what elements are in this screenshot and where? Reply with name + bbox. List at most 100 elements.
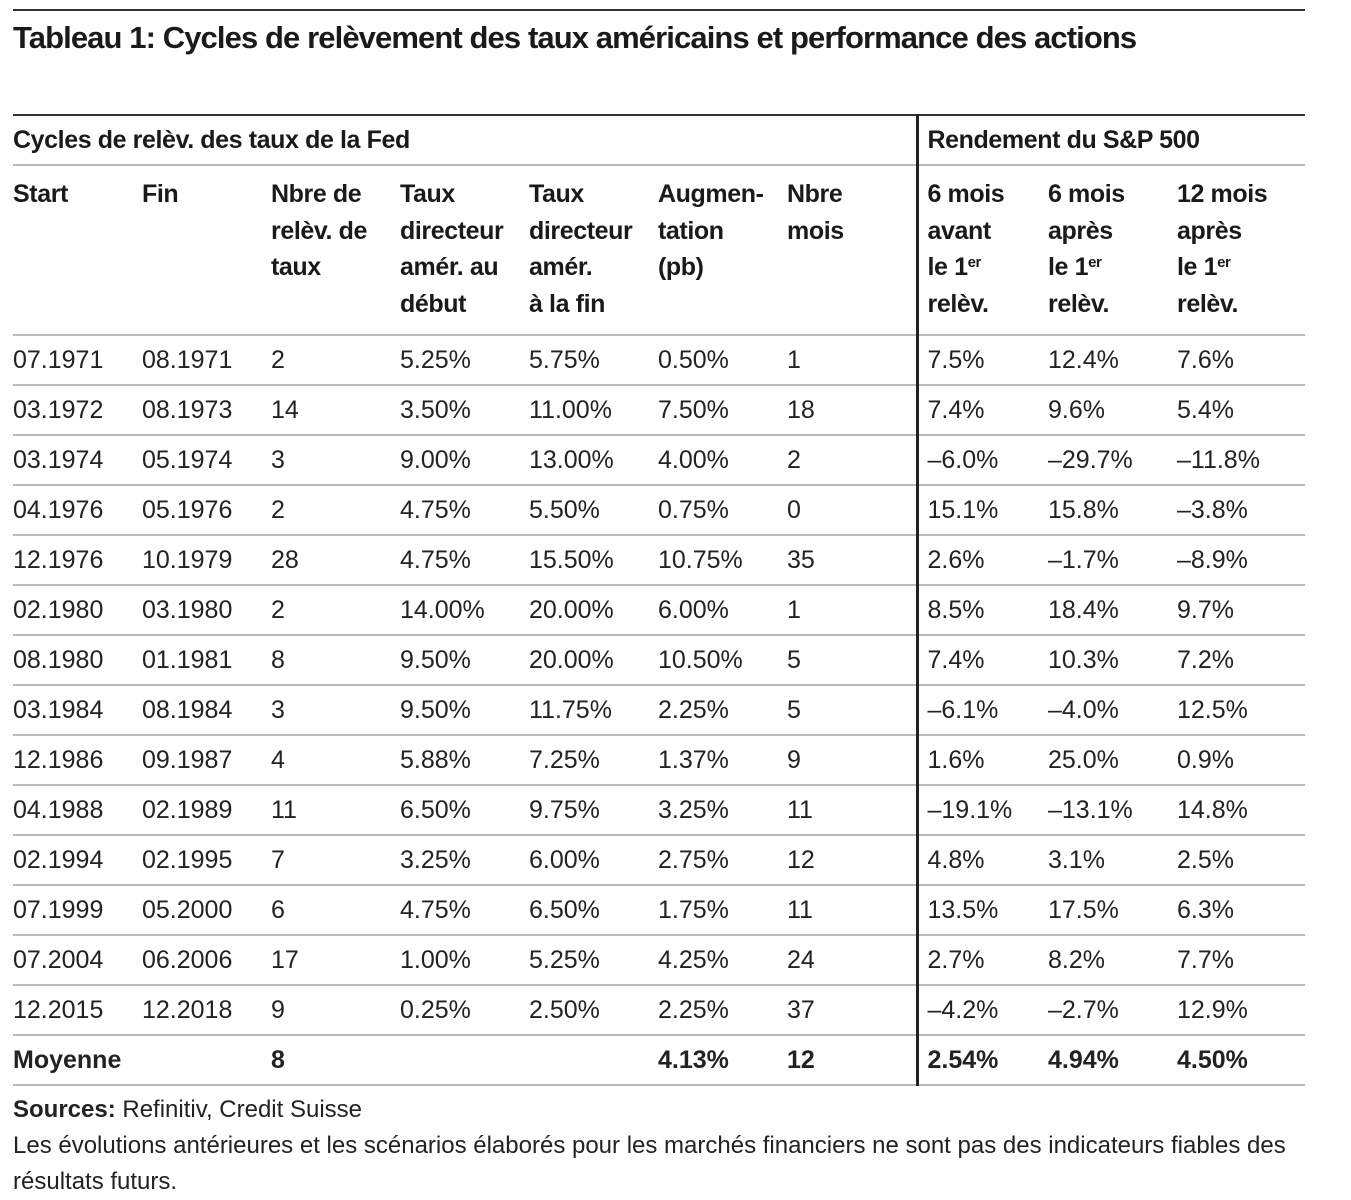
column-header-text: le 1: [1177, 253, 1218, 281]
table-cell: 35: [787, 535, 917, 586]
table-cell: 5.50%: [529, 485, 658, 536]
column-header-text: directeur: [529, 216, 633, 245]
table-cell: 7.6%: [1177, 335, 1306, 386]
table-cell: 15.1%: [915, 485, 1048, 536]
table-cell: 6.3%: [1177, 885, 1306, 936]
table-cell: 12.2018: [142, 985, 271, 1036]
column-header-line: Augmen-: [658, 176, 787, 213]
table-cell: 5.25%: [529, 935, 658, 986]
column-header-text: 6 mois: [927, 180, 1005, 208]
column-header-text: (pb): [658, 253, 704, 281]
column-header-text: mois: [787, 216, 844, 245]
table-cell: 08.1971: [142, 335, 271, 386]
table-cell: 0.75%: [658, 485, 787, 536]
table-cell: 10.75%: [658, 535, 787, 586]
table-cell: 5.4%: [1177, 385, 1306, 436]
table-cell: 5: [787, 635, 917, 686]
column-header: 6 mois après le 1er relèv.: [1048, 165, 1177, 336]
table-cell: –1.7%: [1048, 535, 1177, 586]
column-header-text: Taux: [400, 180, 455, 208]
superscript: er: [1088, 254, 1102, 271]
table-cell: 2.5%: [1177, 835, 1306, 886]
column-header-text: Fin: [142, 180, 179, 208]
table-cell: 08.1973: [142, 385, 271, 436]
column-header: Taux directeur amér. au début: [400, 165, 529, 336]
column-header-line: 6 mois: [1048, 176, 1177, 213]
table-cell: 03.1984: [13, 685, 142, 736]
table-cell: 02.1989: [142, 785, 271, 836]
table-cell: 12: [787, 835, 917, 886]
table-cell: 2: [787, 435, 917, 486]
average-row: Moyenne 8 4.13% 12 2.54% 4.94% 4.50%: [13, 1035, 1306, 1086]
column-header-text: taux: [271, 253, 321, 281]
column-header-line: directeur: [400, 213, 529, 250]
column-header-line: mois: [787, 213, 916, 250]
column-header-line: Nbre de: [271, 176, 400, 213]
table-cell: 04.1976: [13, 485, 142, 536]
column-header-line: après: [1048, 213, 1177, 250]
group-header-fed: Cycles de relèv. des taux de la Fed: [13, 115, 917, 166]
column-header-line: amér.: [529, 249, 658, 286]
table-cell: 6.00%: [529, 835, 658, 886]
table-cell: 4.94%: [1048, 1035, 1177, 1086]
column-header-line: le 1er: [928, 249, 1049, 286]
table-cell: [142, 1035, 271, 1086]
table-cell: 7.4%: [915, 385, 1048, 436]
column-header-text: directeur: [400, 216, 504, 245]
table-cell: 10.50%: [658, 635, 787, 686]
column-header-line: Fin: [142, 176, 271, 213]
column-header-line: 12 mois: [1177, 176, 1305, 213]
table-cell: 2.6%: [915, 535, 1048, 586]
table-cell: 0.25%: [400, 985, 529, 1036]
table-cell: 08.1984: [142, 685, 271, 736]
table-row: 02.1994 02.1995 7 3.25% 6.00% 2.75% 12 4.8% 3.1%…: [13, 835, 1306, 886]
table-row: 03.1984 08.1984 3 9.50% 11.75% 2.25% 5 –6.1% –4.…: [13, 685, 1306, 736]
table-cell: –19.1%: [915, 785, 1048, 836]
column-header-text: avant: [927, 216, 992, 245]
sources-text: Refinitiv, Credit Suisse: [115, 1096, 363, 1123]
table-cell: 07.1999: [13, 885, 142, 936]
table-cell: 4.75%: [400, 485, 529, 536]
table-cell: 7.25%: [529, 735, 658, 786]
table-cell: 8.5%: [915, 585, 1048, 636]
column-header: 6 mois avant le 1er relèv.: [915, 165, 1049, 336]
table-cell: 1.75%: [658, 885, 787, 936]
table-cell: –29.7%: [1048, 435, 1177, 486]
table-row: 07.1999 05.2000 6 4.75% 6.50% 1.75% 11 13.5% 17.…: [13, 885, 1306, 936]
column-header-line: à la fin: [529, 286, 658, 323]
column-header-line: tation: [658, 213, 787, 250]
table-row: 04.1976 05.1976 2 4.75% 5.50% 0.75% 0 15.1% 15.8…: [13, 485, 1306, 536]
table-cell: 3: [271, 435, 400, 486]
table-cell: 4.8%: [915, 835, 1048, 886]
table-cell: –4.0%: [1048, 685, 1177, 736]
table-cell: 0.9%: [1177, 735, 1306, 786]
table-cell: 12: [787, 1035, 917, 1086]
column-header-text: relèv. de: [271, 216, 367, 245]
column-header-text: relèv.: [927, 289, 989, 318]
table-cell: 7.4%: [915, 635, 1048, 686]
sources-label: Sources:: [13, 1096, 116, 1123]
table-cell: 12.9%: [1177, 985, 1306, 1036]
table-cell: 6: [271, 885, 400, 936]
table-cell: 7.5%: [915, 335, 1048, 386]
table-row: 03.1974 05.1974 3 9.00% 13.00% 4.00% 2 –6.0% –29…: [13, 435, 1306, 486]
column-header-text: à la fin: [529, 289, 605, 318]
column-header-text: relèv.: [1177, 289, 1239, 318]
column-header-line: Taux: [400, 176, 529, 213]
table-cell: 02.1994: [13, 835, 142, 886]
table-cell: 10.3%: [1048, 635, 1177, 686]
table-cell: 15.8%: [1048, 485, 1177, 536]
table-cell: 9.50%: [400, 635, 529, 686]
table-cell: 4.25%: [658, 935, 787, 986]
top-rule: [13, 9, 1305, 11]
column-header-line: le 1er: [1177, 249, 1305, 286]
table-cell: 4.75%: [400, 885, 529, 936]
table-row: 02.1980 03.1980 2 14.00% 20.00% 6.00% 1 8.5% 18.…: [13, 585, 1306, 636]
footer: Sources: Refinitiv, Credit Suisse Les év…: [13, 1092, 1313, 1200]
table-row: 12.2015 12.2018 9 0.25% 2.50% 2.25% 37 –4.2% –2.…: [13, 985, 1306, 1036]
table-cell: 8.2%: [1048, 935, 1177, 986]
table-cell: 05.1976: [142, 485, 271, 536]
table-row: 04.1988 02.1989 11 6.50% 9.75% 3.25% 11 –19.1% –…: [13, 785, 1306, 836]
table-cell: –2.7%: [1048, 985, 1177, 1036]
table-cell: 6.50%: [529, 885, 658, 936]
